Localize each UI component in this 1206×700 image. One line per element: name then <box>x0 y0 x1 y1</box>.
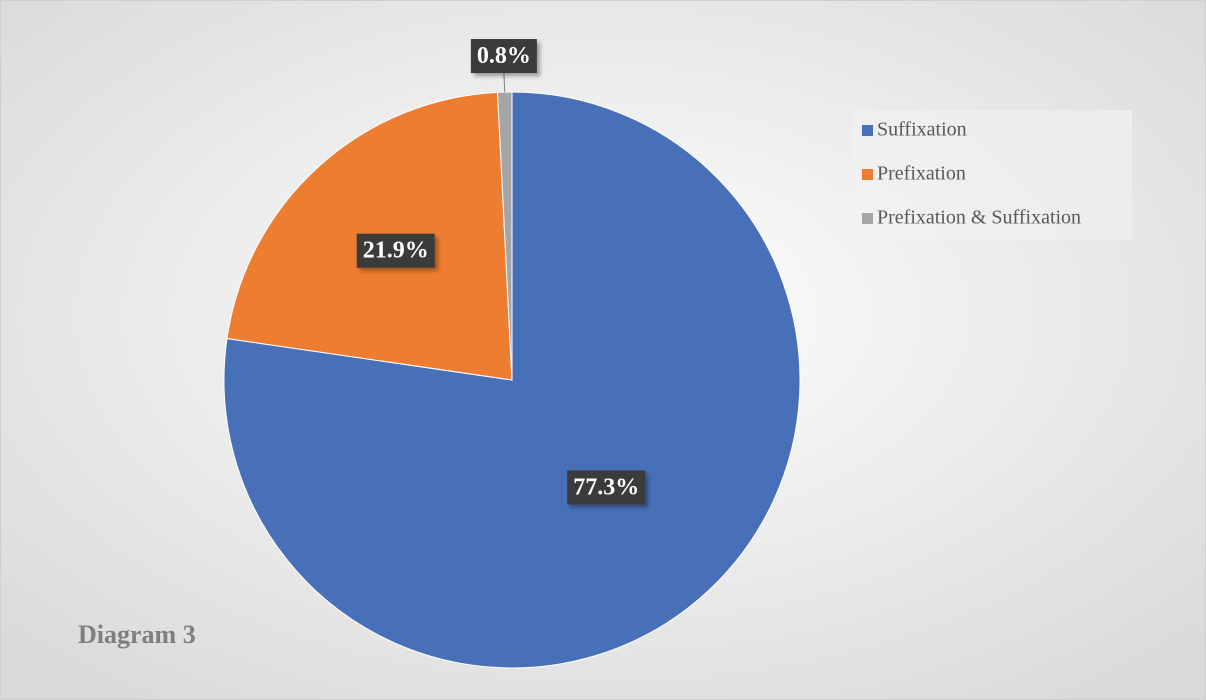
leader-line <box>503 73 506 93</box>
legend-label: Prefixation <box>877 163 966 185</box>
data-label: 21.9% <box>356 233 435 268</box>
legend-swatch <box>862 213 873 224</box>
legend-box <box>852 110 1132 240</box>
legend-swatch <box>862 125 873 136</box>
data-label-bg <box>356 233 435 268</box>
data-label-text: 0.8% <box>477 43 531 69</box>
data-label-text: 21.9% <box>363 238 429 264</box>
data-label: 77.3% <box>567 470 646 505</box>
legend-label: Prefixation & Suffixation <box>877 207 1081 229</box>
pie-slice <box>497 91 513 381</box>
data-label-bg <box>567 470 646 505</box>
data-label-bg <box>470 39 537 74</box>
chart-title: Diagram 3 <box>78 620 196 649</box>
legend-swatch <box>862 169 873 180</box>
data-label-text: 77.3% <box>573 474 639 500</box>
data-label: 0.8% <box>470 39 537 74</box>
legend-label: Suffixation <box>877 119 967 141</box>
